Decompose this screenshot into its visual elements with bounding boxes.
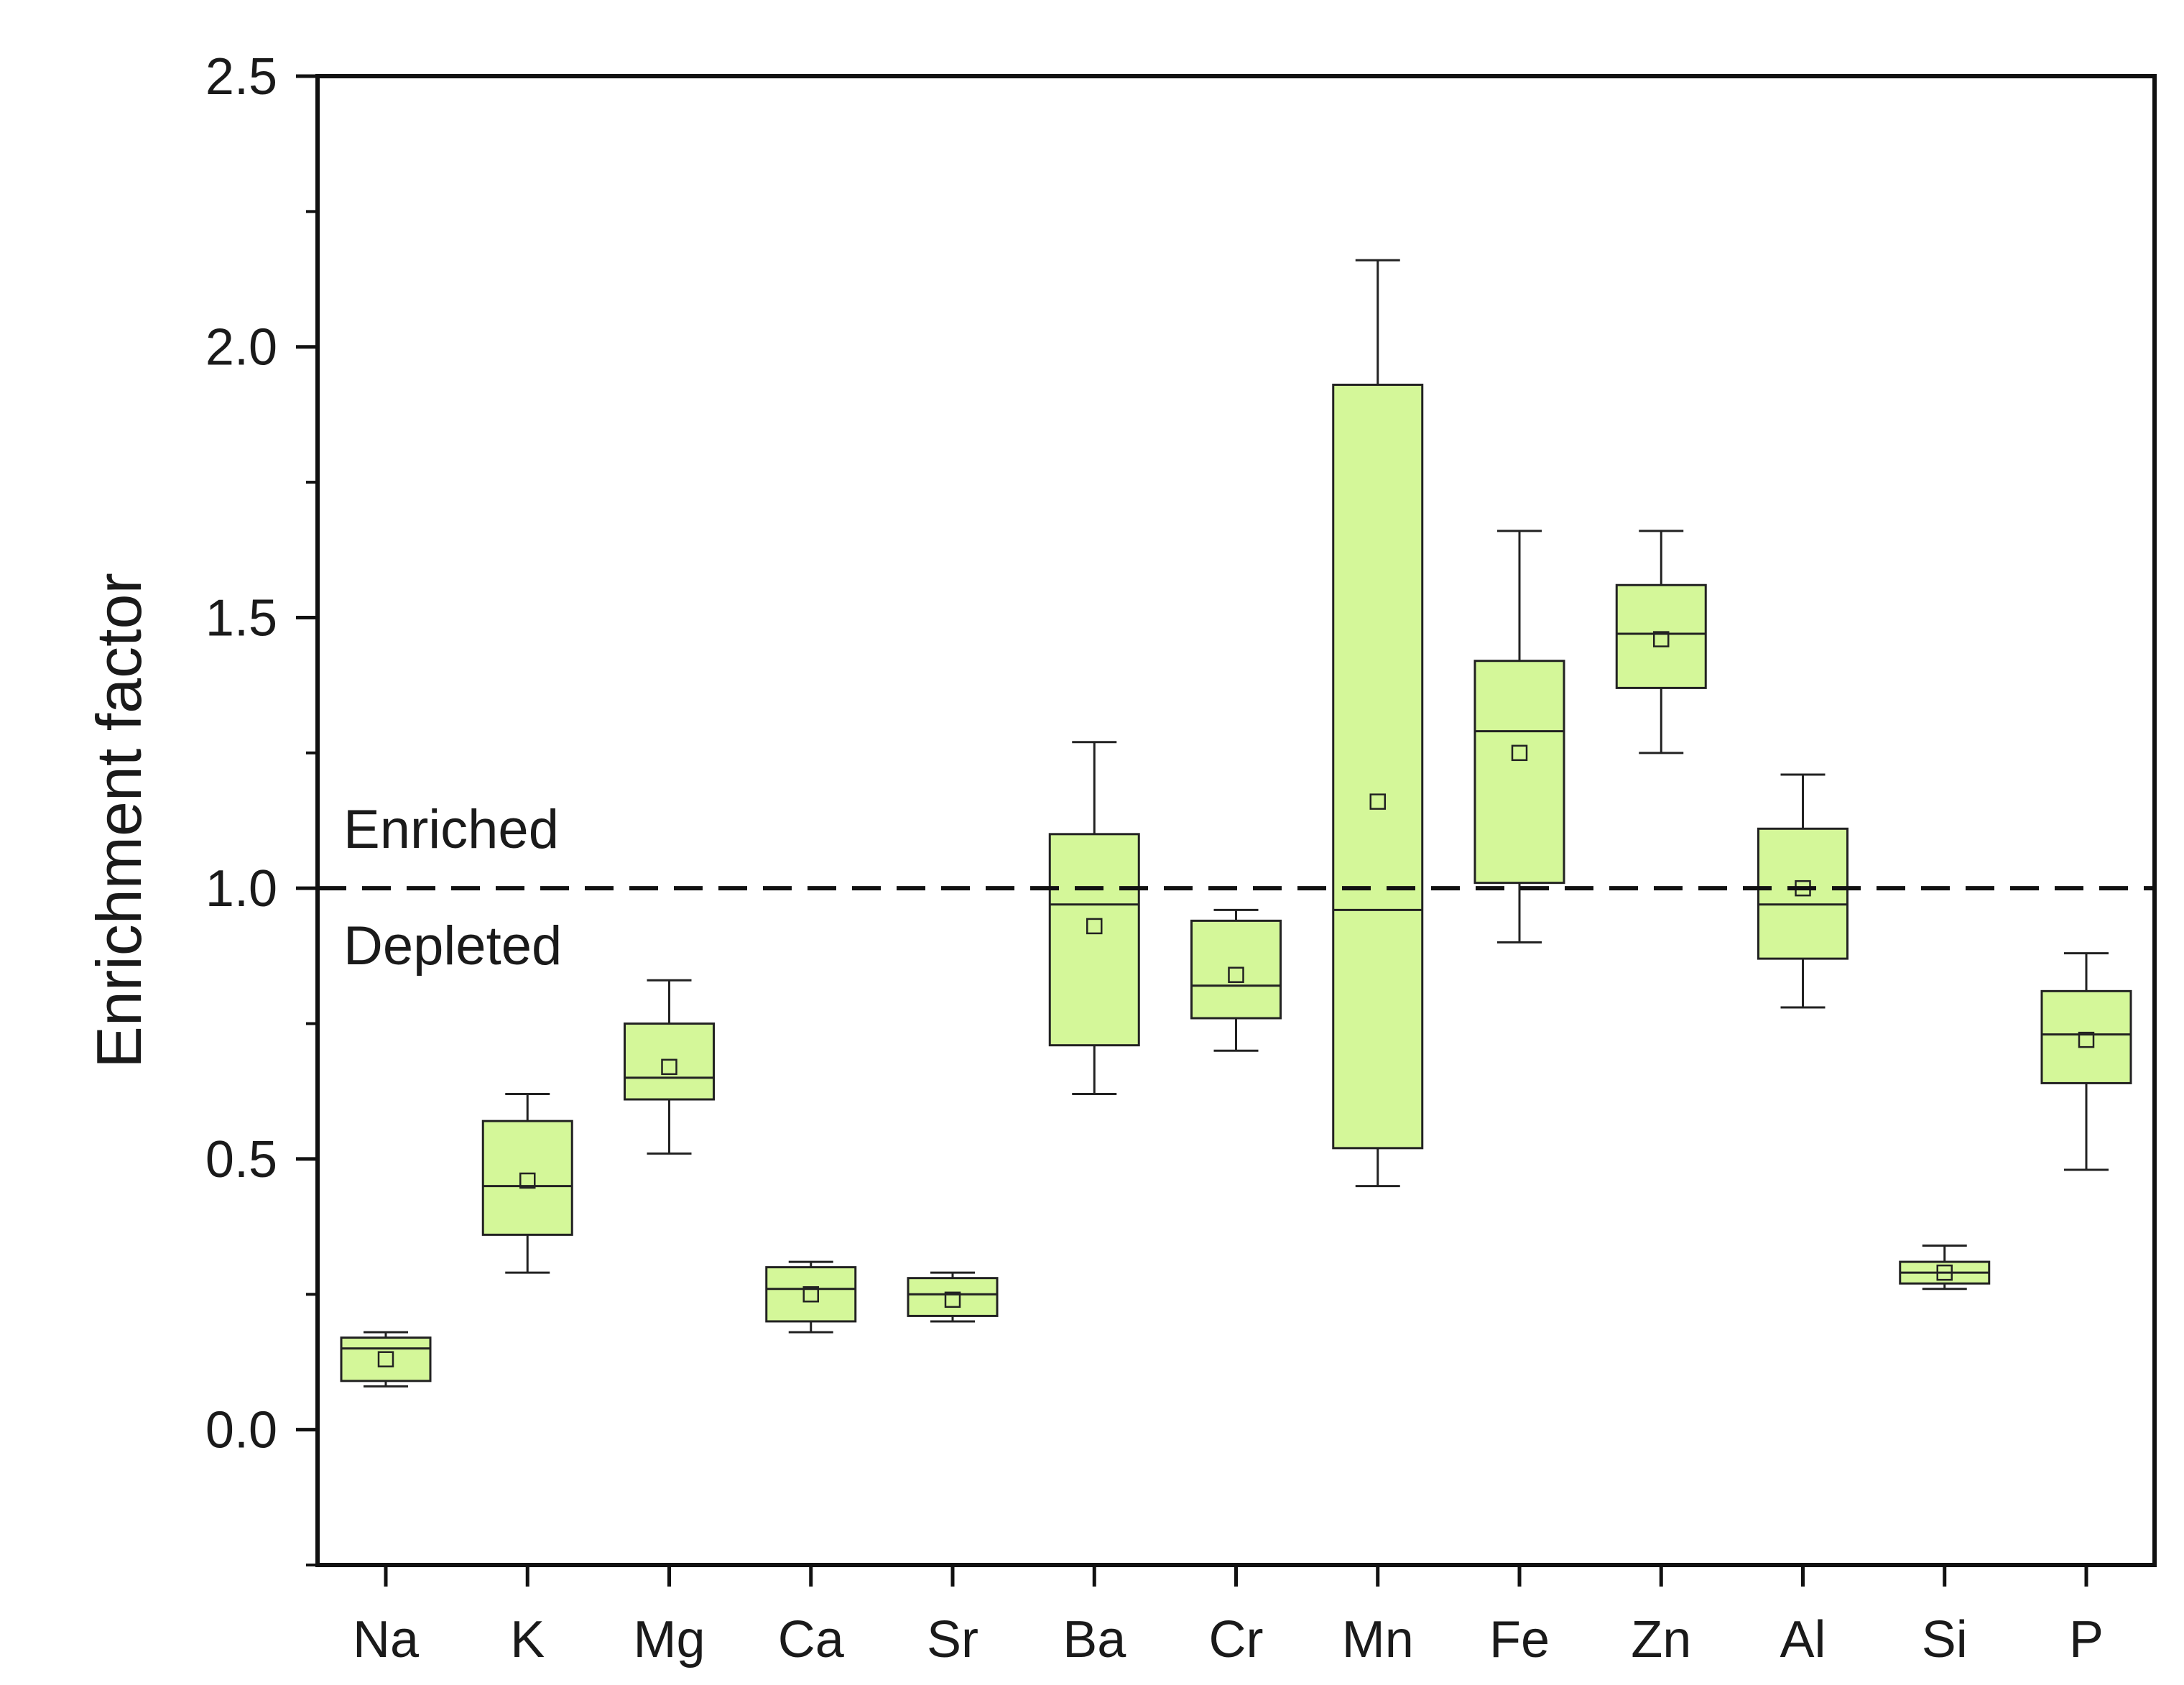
depleted-label: Depleted <box>343 915 562 977</box>
y-tick-label: 0.0 <box>205 1402 277 1459</box>
mean-marker-P <box>2078 1031 2095 1048</box>
x-tick-label: Sr <box>927 1611 978 1668</box>
box-Ca <box>765 1266 857 1323</box>
mean-marker-Cr <box>1228 966 1244 983</box>
mean-marker-Si <box>1936 1264 1953 1281</box>
box-K <box>481 1120 573 1236</box>
box-Mg <box>624 1022 715 1101</box>
x-tick-label: Zn <box>1631 1611 1691 1668</box>
plot-frame-layer <box>315 74 2157 1567</box>
labels-layer: 0.0 0.5 1.0 1.5 2.0 2.5 Na K Mg Ca Sr Ba Cr Mn Fe Zn Al S… <box>83 48 2104 1668</box>
mean-marker-Mg <box>661 1058 677 1076</box>
mean-marker-K <box>519 1172 536 1189</box>
enriched-label: Enriched <box>343 799 559 860</box>
mean-marker-Zn <box>1653 631 1670 647</box>
y-tick-label: 1.0 <box>205 860 277 918</box>
x-tick-label: Mn <box>1342 1611 1414 1668</box>
x-tick-label: Na <box>353 1611 420 1668</box>
mean-marker-Ca <box>802 1286 819 1303</box>
box-Mn <box>1332 383 1424 1150</box>
boxes-layer <box>340 259 2132 1388</box>
y-tick-label: 0.5 <box>205 1131 277 1188</box>
y-tick-label: 2.5 <box>205 48 277 106</box>
mean-marker-Na <box>377 1351 394 1367</box>
x-tick-label: Ba <box>1063 1611 1126 1668</box>
box-P <box>2040 989 2132 1084</box>
axis-ticks-layer <box>296 74 2088 1587</box>
mean-marker-Sr <box>944 1291 961 1308</box>
x-tick-label: P <box>2069 1611 2104 1668</box>
x-tick-label: Si <box>1922 1611 1968 1668</box>
y-axis-title: Enrichment factor <box>83 573 154 1068</box>
plot-frame <box>315 74 2157 1567</box>
y-tick-label: 2.0 <box>205 319 277 377</box>
box-Na <box>340 1337 432 1382</box>
mean-marker-Ba <box>1086 918 1103 935</box>
x-tick-label: Al <box>1780 1611 1826 1668</box>
box-Ba <box>1048 833 1140 1047</box>
x-tick-label: K <box>510 1611 545 1668</box>
x-tick-label: Cr <box>1209 1611 1264 1668</box>
mean-marker-Mn <box>1369 793 1386 810</box>
box-Zn <box>1615 583 1707 689</box>
x-tick-label: Ca <box>778 1611 845 1668</box>
box-Al <box>1757 827 1848 960</box>
mean-marker-Fe <box>1511 744 1528 762</box>
box-Sr <box>907 1277 999 1317</box>
x-tick-label: Mg <box>633 1611 705 1668</box>
box-Cr <box>1190 919 1282 1020</box>
y-tick-label: 1.5 <box>205 589 277 647</box>
box-Fe <box>1473 660 1565 885</box>
x-tick-label: Fe <box>1489 1611 1550 1668</box>
